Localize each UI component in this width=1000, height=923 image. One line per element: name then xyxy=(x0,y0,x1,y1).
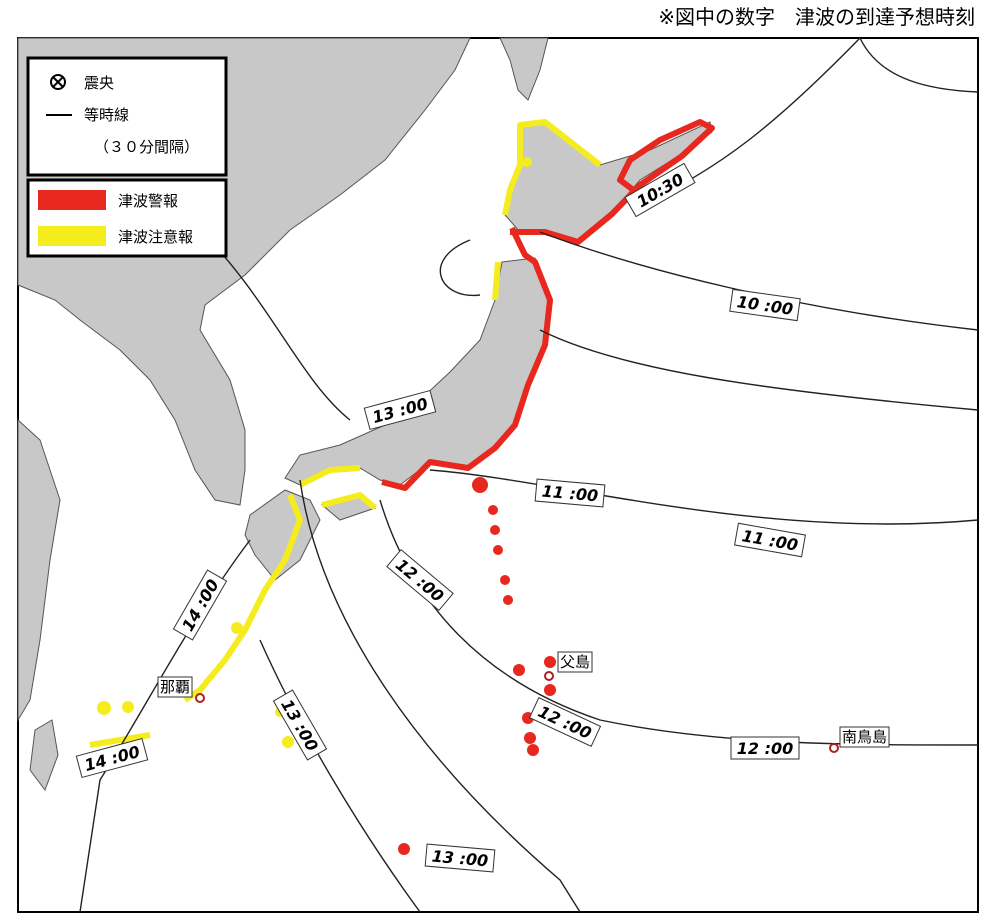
warning-coast xyxy=(381,119,715,491)
legend-isochrone: 等時線 xyxy=(84,106,129,124)
place-name: 那覇 xyxy=(160,678,190,696)
isochrone-time: 13 :00 xyxy=(431,847,489,871)
label-box xyxy=(424,843,496,873)
place-name: 南鳥島 xyxy=(842,728,887,746)
place-box xyxy=(157,676,193,698)
isochrone-label: 13 :00 xyxy=(424,843,496,873)
isochrone-label: 11 :00 xyxy=(534,478,606,508)
legend-warning: 津波警報 xyxy=(118,192,178,210)
isochrone-time: 12 :00 xyxy=(737,739,794,758)
isochrone-label: 10 :00 xyxy=(729,288,801,322)
legend-interval: （３０分間隔） xyxy=(94,138,199,156)
place-marker xyxy=(195,693,205,703)
label-box xyxy=(624,162,696,218)
map-note: ※図中の数字 津波の到達予想時刻 xyxy=(658,5,975,29)
label-box xyxy=(534,478,606,508)
advisory-islands xyxy=(97,157,532,748)
place-marker xyxy=(829,743,839,753)
label-box xyxy=(528,696,602,748)
place-box xyxy=(839,726,890,748)
label-box xyxy=(386,549,454,611)
warning-islands xyxy=(398,477,556,855)
label-box xyxy=(730,736,800,760)
advisory-coast xyxy=(89,119,602,748)
isochrone-label: 14 :00 xyxy=(75,737,149,779)
legend: 震央 等時線 （３０分間隔） 津波警報 津波注意報 xyxy=(26,56,228,258)
label-box xyxy=(729,288,801,322)
label-box xyxy=(363,389,437,431)
label-box xyxy=(75,737,149,779)
place-box xyxy=(557,651,593,673)
isochrone-time: 11 :00 xyxy=(541,482,599,506)
place-marker xyxy=(544,671,554,681)
place-name: 父島 xyxy=(560,653,590,671)
isochrone-label: 12 :00 xyxy=(730,736,800,760)
legend-advisory: 津波注意報 xyxy=(118,228,193,246)
label-box xyxy=(734,522,806,558)
label-box xyxy=(172,569,228,641)
label-box xyxy=(272,689,328,761)
legend-epicenter: 震央 xyxy=(84,74,114,92)
